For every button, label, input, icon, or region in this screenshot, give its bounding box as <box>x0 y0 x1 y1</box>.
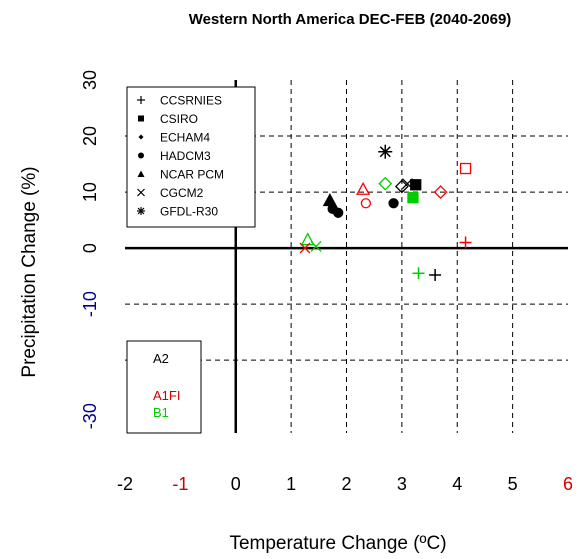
scenario-label: A1FI <box>153 388 180 403</box>
data-point <box>401 178 413 190</box>
y-tick-label: 10 <box>80 182 100 202</box>
model-legend: CCSRNIES CSIRO ECHAM4 HADCM3 NCAR PCM CGCM2 GF… <box>126 86 256 228</box>
data-point <box>410 179 422 191</box>
x-tick-label: -1 <box>172 474 188 494</box>
legend-symbol <box>137 207 145 215</box>
legend-symbol <box>137 96 145 104</box>
x-tick-label: -2 <box>117 474 133 494</box>
x-tick-label: 2 <box>341 474 351 494</box>
legend-label: CGCM2 <box>160 186 204 200</box>
legend-symbol <box>138 134 144 140</box>
model-legend-box <box>126 86 256 228</box>
x-tick-label: 5 <box>508 474 518 494</box>
y-tick-label: -30 <box>80 403 100 429</box>
data-point <box>412 267 425 280</box>
scenario-legend: A2 A1FI B1 <box>126 340 202 434</box>
data-point <box>378 176 393 191</box>
scenario-legend-box <box>126 340 202 434</box>
legend-label: CCSRNIES <box>160 94 222 108</box>
x-tick-label: 4 <box>452 474 462 494</box>
y-tick-label: -10 <box>80 291 100 317</box>
x-tick-label: 6 <box>563 474 573 494</box>
chart-title: Western North America DEC-FEB (2040-2069… <box>189 11 512 28</box>
data-point <box>310 240 322 252</box>
legend-symbol <box>137 170 145 177</box>
legend-label: ECHAM4 <box>160 131 210 145</box>
legend-symbol <box>137 188 145 197</box>
scenario-label: B1 <box>153 405 169 420</box>
data-point <box>429 268 442 281</box>
legend-label: HADCM3 <box>160 149 211 163</box>
data-point <box>433 185 448 199</box>
data-point <box>322 193 337 207</box>
scenario-label: A2 <box>153 351 169 366</box>
x-tick-label: 3 <box>397 474 407 494</box>
x-tick-label: 1 <box>286 474 296 494</box>
y-tick-label: 0 <box>80 243 100 253</box>
x-tick-label: 0 <box>231 474 241 494</box>
data-point <box>407 192 419 204</box>
data-point <box>459 162 472 175</box>
data-point <box>378 144 393 159</box>
legend-symbol <box>138 115 144 122</box>
data-point <box>388 198 399 209</box>
data-points <box>299 144 472 281</box>
legend-label: NCAR PCM <box>160 168 224 182</box>
data-point <box>459 236 472 249</box>
y-tick-label: 20 <box>80 126 100 146</box>
legend-label: CSIRO <box>160 112 198 126</box>
legend-symbol <box>138 152 144 159</box>
x-axis-label: Temperature Change (ºC) <box>229 533 446 554</box>
legend-label: GFDL-R30 <box>160 205 218 219</box>
data-point <box>356 181 371 195</box>
y-axis-label: Precipitation Change (%) <box>19 166 40 377</box>
y-tick-label: 30 <box>80 70 100 90</box>
data-point <box>299 242 311 254</box>
data-point <box>360 198 372 209</box>
